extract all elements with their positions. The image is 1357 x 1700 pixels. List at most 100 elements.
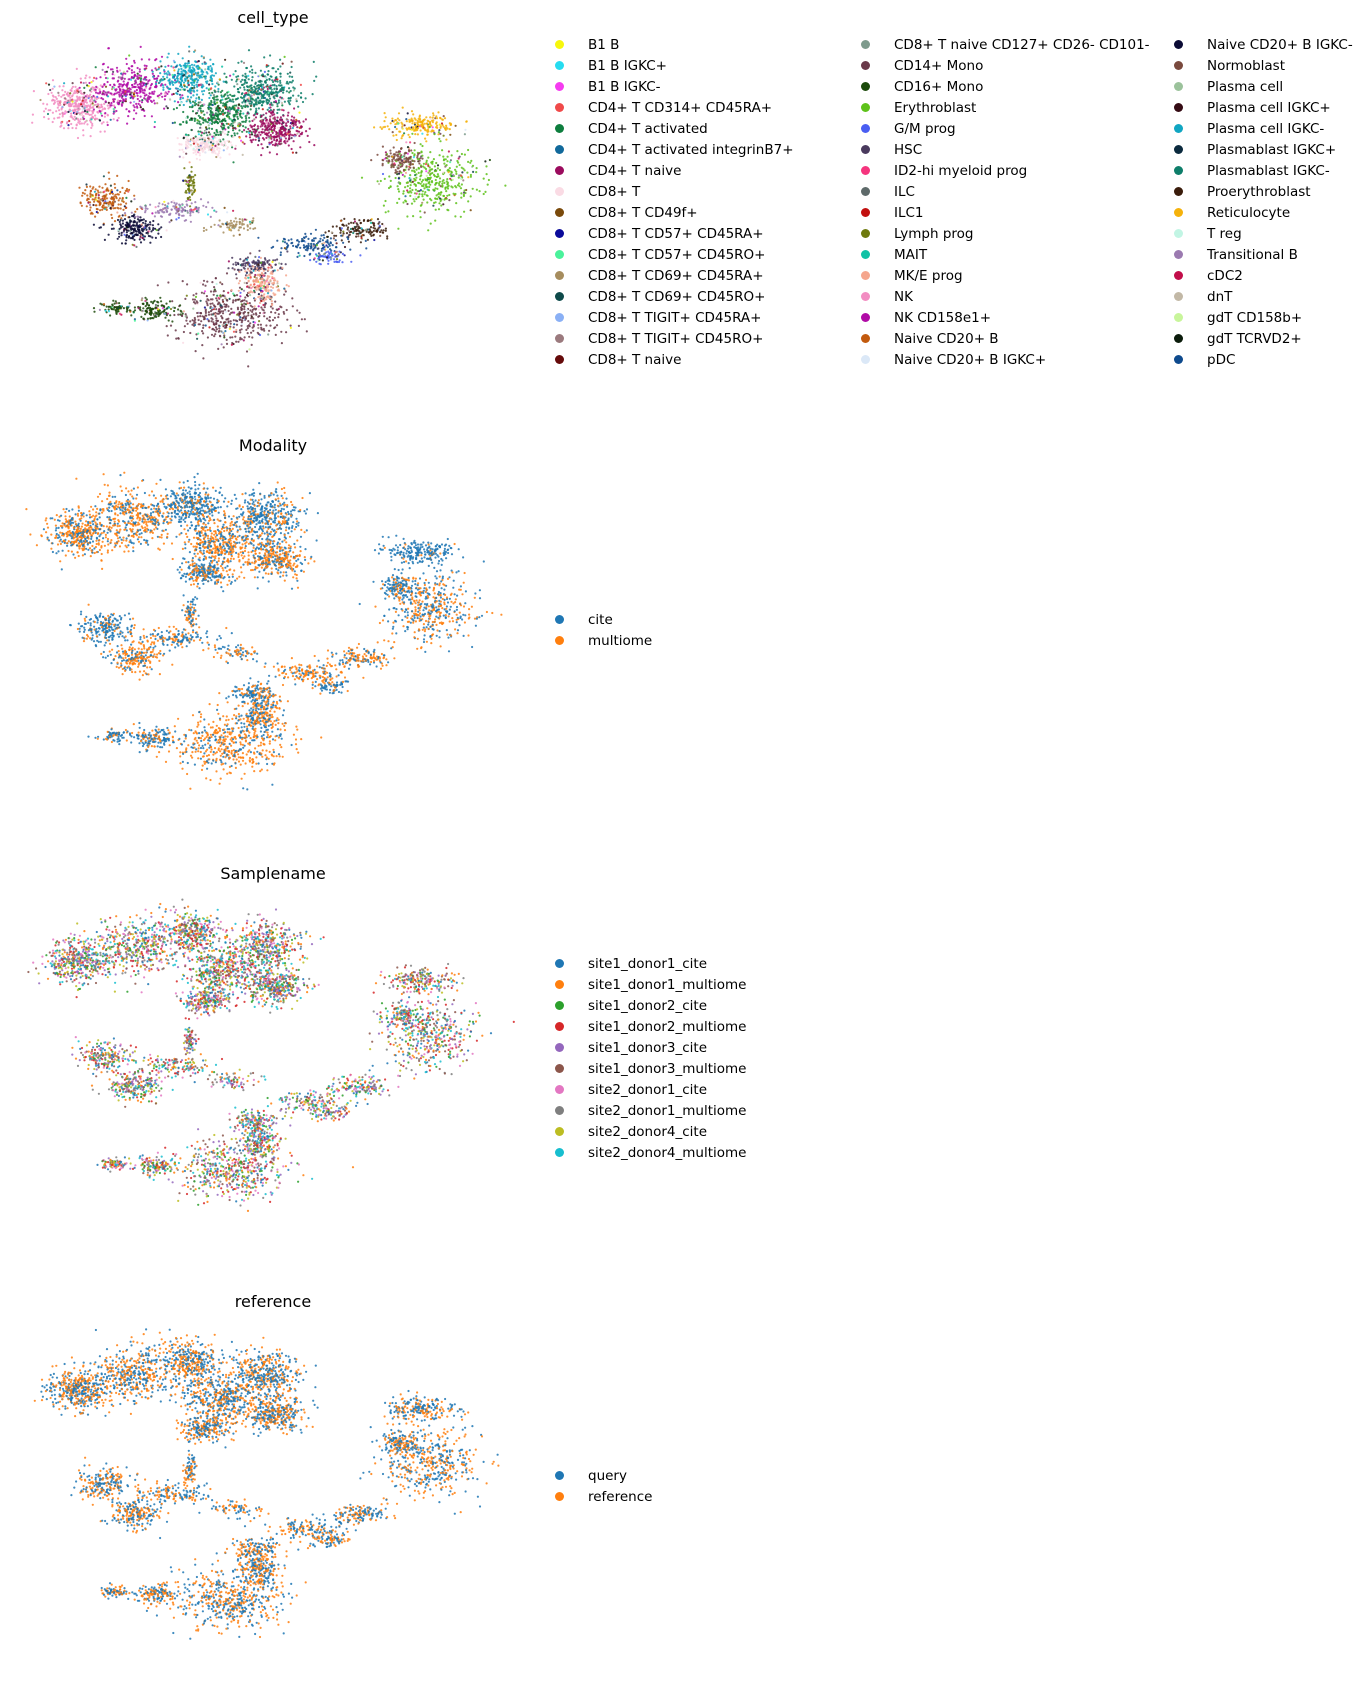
cell-point [187, 184, 190, 188]
cell-point [138, 91, 141, 94]
cell-point [136, 97, 139, 101]
cell-point [363, 218, 366, 222]
cell-point [460, 196, 463, 199]
cell-point [293, 107, 296, 110]
cell-point [127, 115, 130, 118]
cell-point [431, 168, 434, 171]
cell-point [239, 110, 242, 113]
cell-point [122, 229, 126, 232]
cell-point [438, 168, 442, 172]
cell-point [181, 209, 184, 212]
cell-point [203, 292, 206, 295]
cell-point [325, 256, 329, 259]
cell-point [184, 72, 187, 75]
cell-point [202, 324, 205, 327]
cell-point [459, 187, 463, 190]
cell-point [221, 283, 224, 286]
cell-point [238, 129, 241, 132]
cell-point [213, 335, 216, 338]
cell-point [208, 96, 211, 100]
cell-point [219, 281, 222, 284]
cell-point [258, 99, 261, 102]
cell-point [184, 62, 187, 65]
cell-point [182, 81, 186, 84]
cell-point [166, 73, 169, 76]
cell-point [232, 108, 236, 111]
cell-point [111, 190, 114, 194]
cell-point [444, 187, 447, 190]
cell-point [242, 61, 246, 64]
cell-point [399, 130, 402, 133]
cell-point [227, 223, 230, 226]
cell-point [154, 82, 158, 85]
cell-point [194, 174, 197, 177]
cell-point [413, 170, 416, 174]
cell-point [204, 77, 207, 80]
cell-point [199, 123, 202, 126]
cell-point [405, 157, 408, 160]
cell-point [121, 219, 124, 222]
cell-point [140, 223, 143, 226]
cell-point [274, 142, 277, 145]
cell-point [291, 79, 294, 82]
cell-point [275, 324, 279, 327]
cell-point [179, 65, 182, 68]
cell-point [53, 99, 56, 102]
cell-point [93, 190, 96, 193]
cell-point [82, 134, 85, 137]
cell-point [62, 102, 66, 105]
cell-point [221, 65, 224, 68]
cell-point [235, 323, 239, 326]
cell-point [203, 290, 207, 293]
cell-point [229, 224, 232, 227]
cell-point [235, 223, 238, 226]
cell-point [213, 286, 216, 289]
cell-point [427, 164, 430, 167]
cell-point [202, 145, 205, 149]
cell-point [409, 179, 412, 182]
cell-point [417, 171, 420, 174]
cell-point [122, 80, 125, 83]
cell-point [252, 227, 255, 230]
cell-point [110, 227, 113, 230]
cell-point [459, 177, 462, 180]
cell-point [197, 130, 200, 133]
cell-point [153, 90, 156, 93]
cell-point [138, 88, 141, 91]
cell-point [253, 85, 256, 88]
cell-point [56, 100, 59, 103]
cell-point [182, 74, 185, 77]
cell-point [385, 156, 388, 159]
cell-point [159, 60, 162, 63]
cell-point [457, 182, 461, 185]
cell-point [434, 187, 437, 190]
cell-point [200, 320, 203, 323]
cell-point [150, 230, 153, 233]
cell-point [194, 145, 197, 148]
cell-point [223, 336, 226, 339]
cell-point [237, 107, 240, 110]
cell-point [90, 113, 93, 116]
cell-point [71, 95, 74, 98]
cell-point [197, 96, 200, 99]
cell-point [68, 119, 71, 123]
cell-point [89, 195, 92, 198]
cell-point [274, 333, 277, 336]
cell-point [435, 175, 438, 178]
cell-point [185, 180, 188, 183]
cell-point [206, 318, 209, 321]
cell-point [240, 139, 243, 142]
cell-point [431, 126, 434, 129]
cell-point [475, 188, 478, 191]
cell-point [136, 72, 139, 75]
cell-point [89, 135, 92, 138]
cell-point [411, 119, 414, 122]
cell-point [49, 88, 52, 92]
cell-point [239, 112, 242, 115]
cell-point [217, 83, 220, 86]
cell-point [243, 305, 246, 308]
cell-point [90, 126, 93, 129]
cell-point [347, 240, 350, 243]
cell-point [197, 114, 200, 117]
cell-point [220, 306, 223, 310]
